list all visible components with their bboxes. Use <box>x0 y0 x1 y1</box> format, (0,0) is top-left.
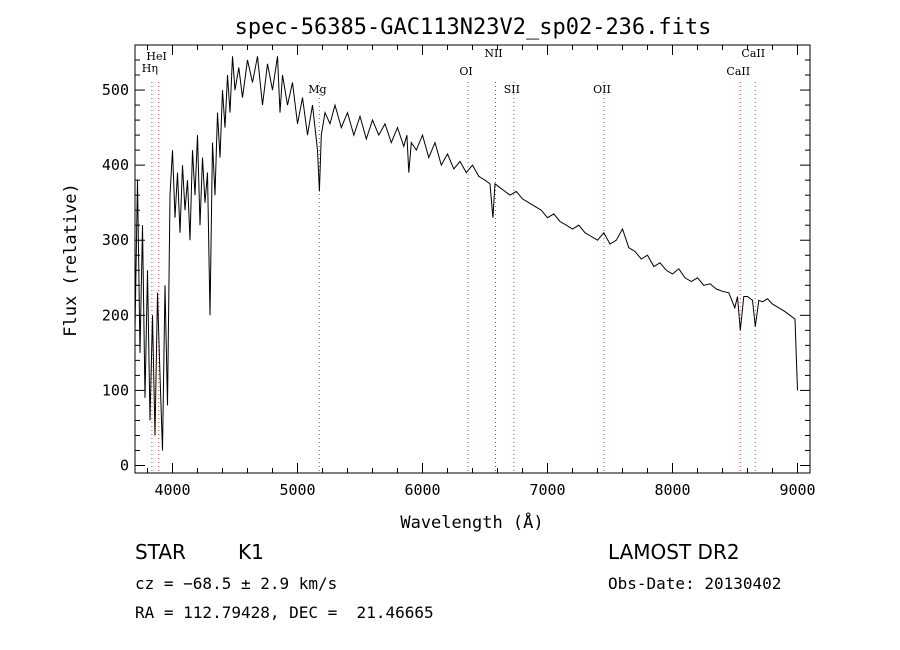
survey-name: LAMOST DR2 <box>608 540 740 564</box>
spectrum-line <box>134 56 798 451</box>
y-tick-label: 200 <box>102 306 129 324</box>
y-axis-label: Flux (relative) <box>61 183 81 337</box>
x-axis: 4000 5000 6000 7000 8000 9000 <box>147 45 816 499</box>
redshift-readout: cz = −68.5 ± 2.9 km/s <box>135 574 338 593</box>
y-tick-label: 400 <box>102 156 129 174</box>
x-tick-label: 6000 <box>404 481 440 499</box>
line-marker-label: OI <box>459 65 472 78</box>
line-marker-label: Hη <box>142 62 158 75</box>
line-marker-label: SII <box>504 83 520 96</box>
plot-frame <box>134 44 811 474</box>
observation-date: Obs-Date: 20130402 <box>608 574 782 593</box>
x-axis-label: Wavelength (Å) <box>400 511 543 533</box>
x-tick-label: 4000 <box>154 481 190 499</box>
y-tick-label: 500 <box>102 81 129 99</box>
line-marker-label: OII <box>593 83 611 96</box>
x-tick-label: 7000 <box>529 481 565 499</box>
line-marker-label: CaII <box>726 65 750 78</box>
y-tick-label: 0 <box>120 456 129 474</box>
y-axis: 0 100 200 300 400 500 <box>102 59 810 474</box>
line-marker-label: NII <box>484 47 502 60</box>
line-marker-label: Mg <box>308 83 326 96</box>
coordinates: RA = 112.79428, DEC = 21.46665 <box>135 603 434 622</box>
object-type: STAR <box>135 540 186 564</box>
x-tick-label: 5000 <box>279 481 315 499</box>
chart-title: spec-56385-GAC113N23V2_sp02-236.fits <box>235 15 712 40</box>
line-marker-label: HeI <box>146 50 166 63</box>
y-tick-label: 100 <box>102 381 129 399</box>
y-tick-label: 300 <box>102 231 129 249</box>
spectrum-series <box>134 56 798 451</box>
x-tick-label: 8000 <box>654 481 690 499</box>
line-marker-label: CaII <box>741 47 765 60</box>
spectral-subclass: K1 <box>238 540 264 564</box>
x-tick-label: 9000 <box>779 481 815 499</box>
